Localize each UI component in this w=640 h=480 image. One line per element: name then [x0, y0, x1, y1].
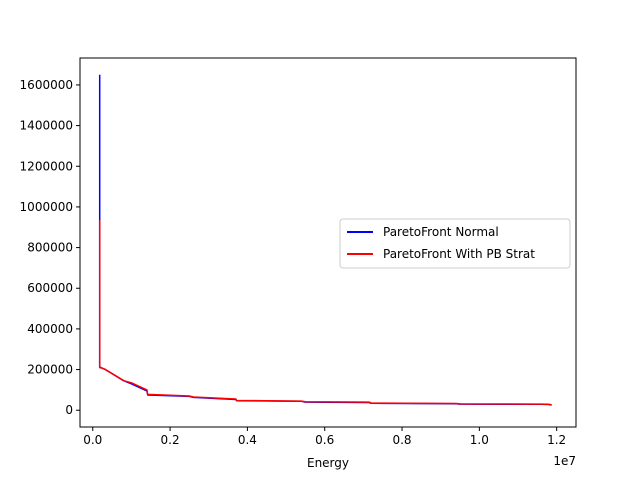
series-layer — [98, 74, 552, 406]
legend: ParetoFront Normal ParetoFront With PB S… — [339, 218, 571, 269]
x-tick-label: 0.6 — [315, 433, 334, 447]
y-tick-label: 200000 — [27, 363, 73, 377]
x-axis: 0.0 0.2 0.4 0.6 0.8 1.0 1.2 — [83, 427, 566, 447]
x-tick-label: 0.8 — [392, 433, 411, 447]
y-tick-label: 0 — [65, 403, 73, 417]
x-axis-label: Energy — [307, 456, 349, 470]
x-tick-label: 0.2 — [161, 433, 180, 447]
y-tick-label: 800000 — [27, 241, 73, 255]
x-tick-label: 1.2 — [547, 433, 566, 447]
x-tick-label: 0.0 — [83, 433, 102, 447]
x-tick-label: 1.0 — [470, 433, 489, 447]
y-tick-label: 1400000 — [20, 119, 73, 133]
plot-frame — [79, 57, 577, 428]
x-tick-label: 0.4 — [238, 433, 257, 447]
legend-box — [339, 218, 571, 269]
series-line-paretofront-with-pb-strat — [98, 220, 552, 406]
y-tick-label: 1200000 — [20, 159, 73, 173]
y-tick-label: 400000 — [27, 322, 73, 336]
x-offset-text: 1e7 — [553, 454, 576, 468]
y-tick-label: 600000 — [27, 281, 73, 295]
y-tick-label: 1000000 — [20, 200, 73, 214]
y-axis: 0 200000 400000 600000 800000 1000000 1200000 1… — [20, 78, 80, 417]
y-tick-label: 1600000 — [20, 78, 73, 92]
legend-label-paretofront-normal: ParetoFront Normal — [383, 225, 499, 239]
legend-label-paretofront-with-pb-strat: ParetoFront With PB Strat — [383, 247, 535, 261]
